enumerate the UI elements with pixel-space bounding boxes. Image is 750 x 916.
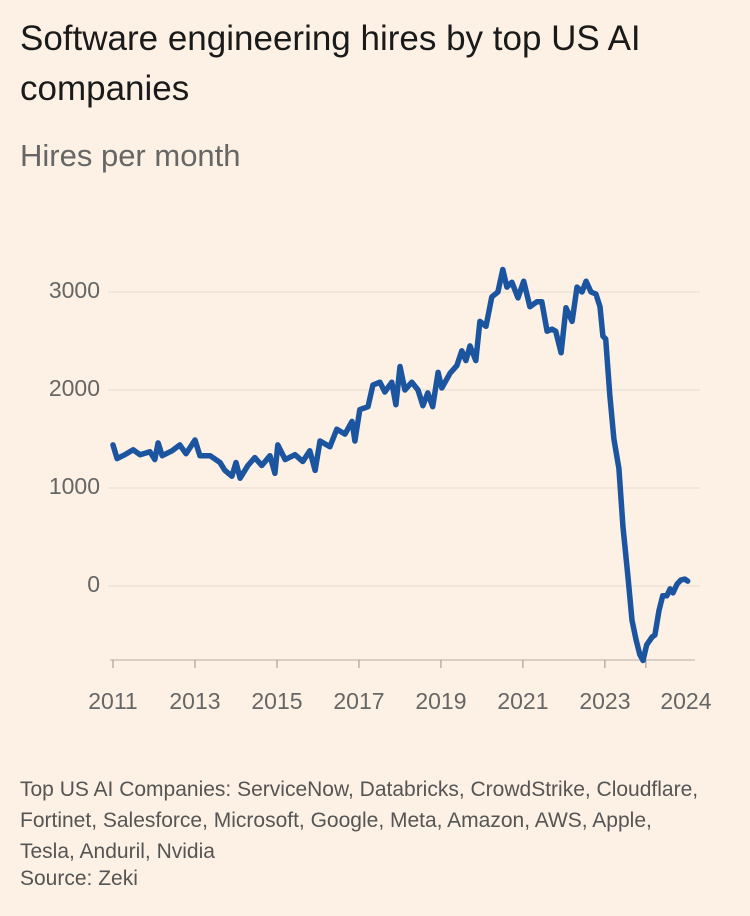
x-tick-label: 2024	[660, 688, 711, 714]
y-tick-label: 1000	[49, 473, 100, 499]
x-tick-label: 2015	[251, 688, 302, 714]
footnote: Top US AI Companies: ServiceNow, Databri…	[20, 778, 699, 863]
chart-subtitle: Hires per month	[20, 138, 241, 173]
line-series	[110, 266, 691, 664]
x-tick-label: 2023	[579, 688, 630, 714]
x-tick-label: 2013	[169, 688, 220, 714]
chart-title: Software engineering hires by top US AI …	[20, 19, 641, 108]
x-tick-label: 2021	[497, 688, 548, 714]
y-tick-label: 3000	[49, 277, 100, 303]
y-tick-label: 2000	[49, 375, 100, 401]
source: Source: Zeki	[20, 867, 138, 890]
y-tick-label: 0	[87, 571, 100, 597]
x-tick-label: 2017	[333, 688, 384, 714]
x-tick-label: 2011	[88, 688, 137, 714]
x-tick-label: 2019	[415, 688, 466, 714]
